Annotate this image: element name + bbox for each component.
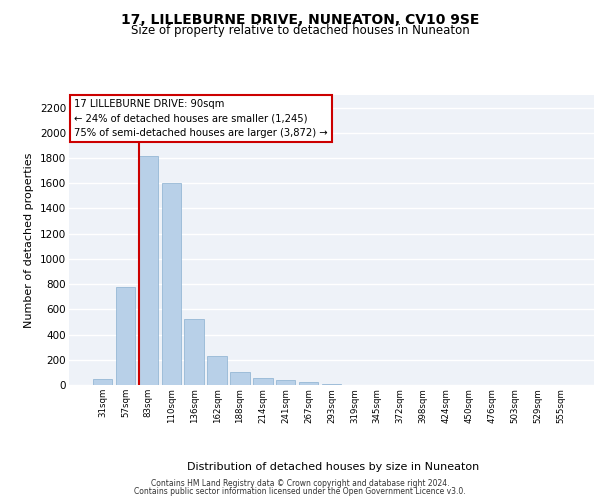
Text: Contains HM Land Registry data © Crown copyright and database right 2024.: Contains HM Land Registry data © Crown c… (151, 478, 449, 488)
Text: Contains public sector information licensed under the Open Government Licence v3: Contains public sector information licen… (134, 487, 466, 496)
Bar (161, 184, 181, 385)
Bar (230, 372, 250, 385)
Y-axis label: Number of detached properties: Number of detached properties (25, 152, 34, 328)
Bar (322, 384, 341, 385)
Bar (299, 382, 319, 385)
Text: 17 LILLEBURNE DRIVE: 90sqm
← 24% of detached houses are smaller (1,245)
75% of s: 17 LILLEBURNE DRIVE: 90sqm ← 24% of deta… (74, 100, 328, 138)
Bar (116, 286, 135, 385)
Text: Distribution of detached houses by size in Nuneaton: Distribution of detached houses by size … (187, 462, 479, 472)
Bar (139, 156, 158, 385)
Bar (253, 378, 272, 385)
Bar (184, 320, 204, 385)
Text: 17, LILLEBURNE DRIVE, NUNEATON, CV10 9SE: 17, LILLEBURNE DRIVE, NUNEATON, CV10 9SE (121, 12, 479, 26)
Bar (93, 380, 112, 385)
Text: Size of property relative to detached houses in Nuneaton: Size of property relative to detached ho… (131, 24, 469, 37)
Bar (276, 380, 295, 385)
Bar (208, 356, 227, 385)
